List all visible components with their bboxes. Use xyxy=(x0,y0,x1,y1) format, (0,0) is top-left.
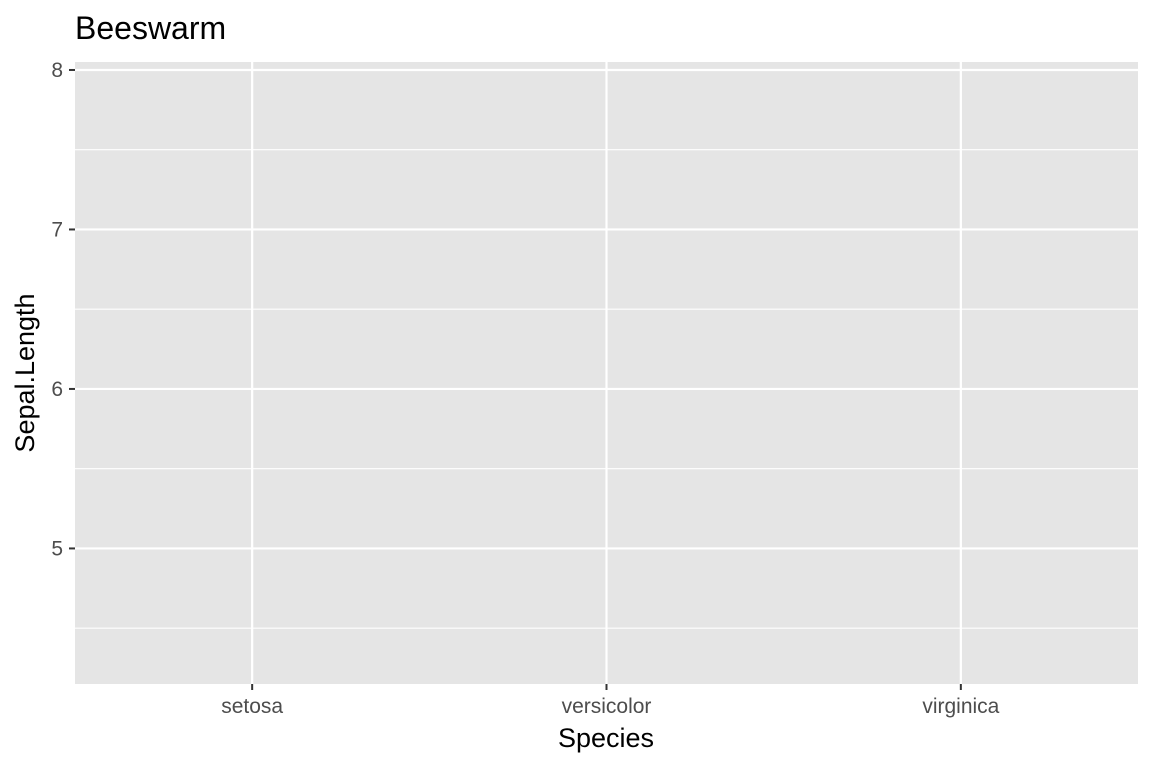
x-tick-label-0: setosa xyxy=(221,695,283,718)
x-tick-label-2: virginica xyxy=(922,695,999,718)
y-tick-label-3: 8 xyxy=(51,59,63,82)
major-x-grid-lines xyxy=(251,62,962,684)
y-tick-label-1: 6 xyxy=(51,378,63,401)
y-axis-title: Sepal.Length xyxy=(10,293,40,452)
x-tick-label-1: versicolor xyxy=(562,695,652,718)
y-tick-label-0: 5 xyxy=(51,537,63,560)
y-tick-label-2: 7 xyxy=(51,218,63,241)
x-axis: setosa versicolor virginica xyxy=(221,684,1000,718)
y-axis: 5 6 7 8 xyxy=(51,59,75,560)
x-axis-title: Species xyxy=(558,723,654,753)
chart-title: Beeswarm xyxy=(75,10,226,46)
